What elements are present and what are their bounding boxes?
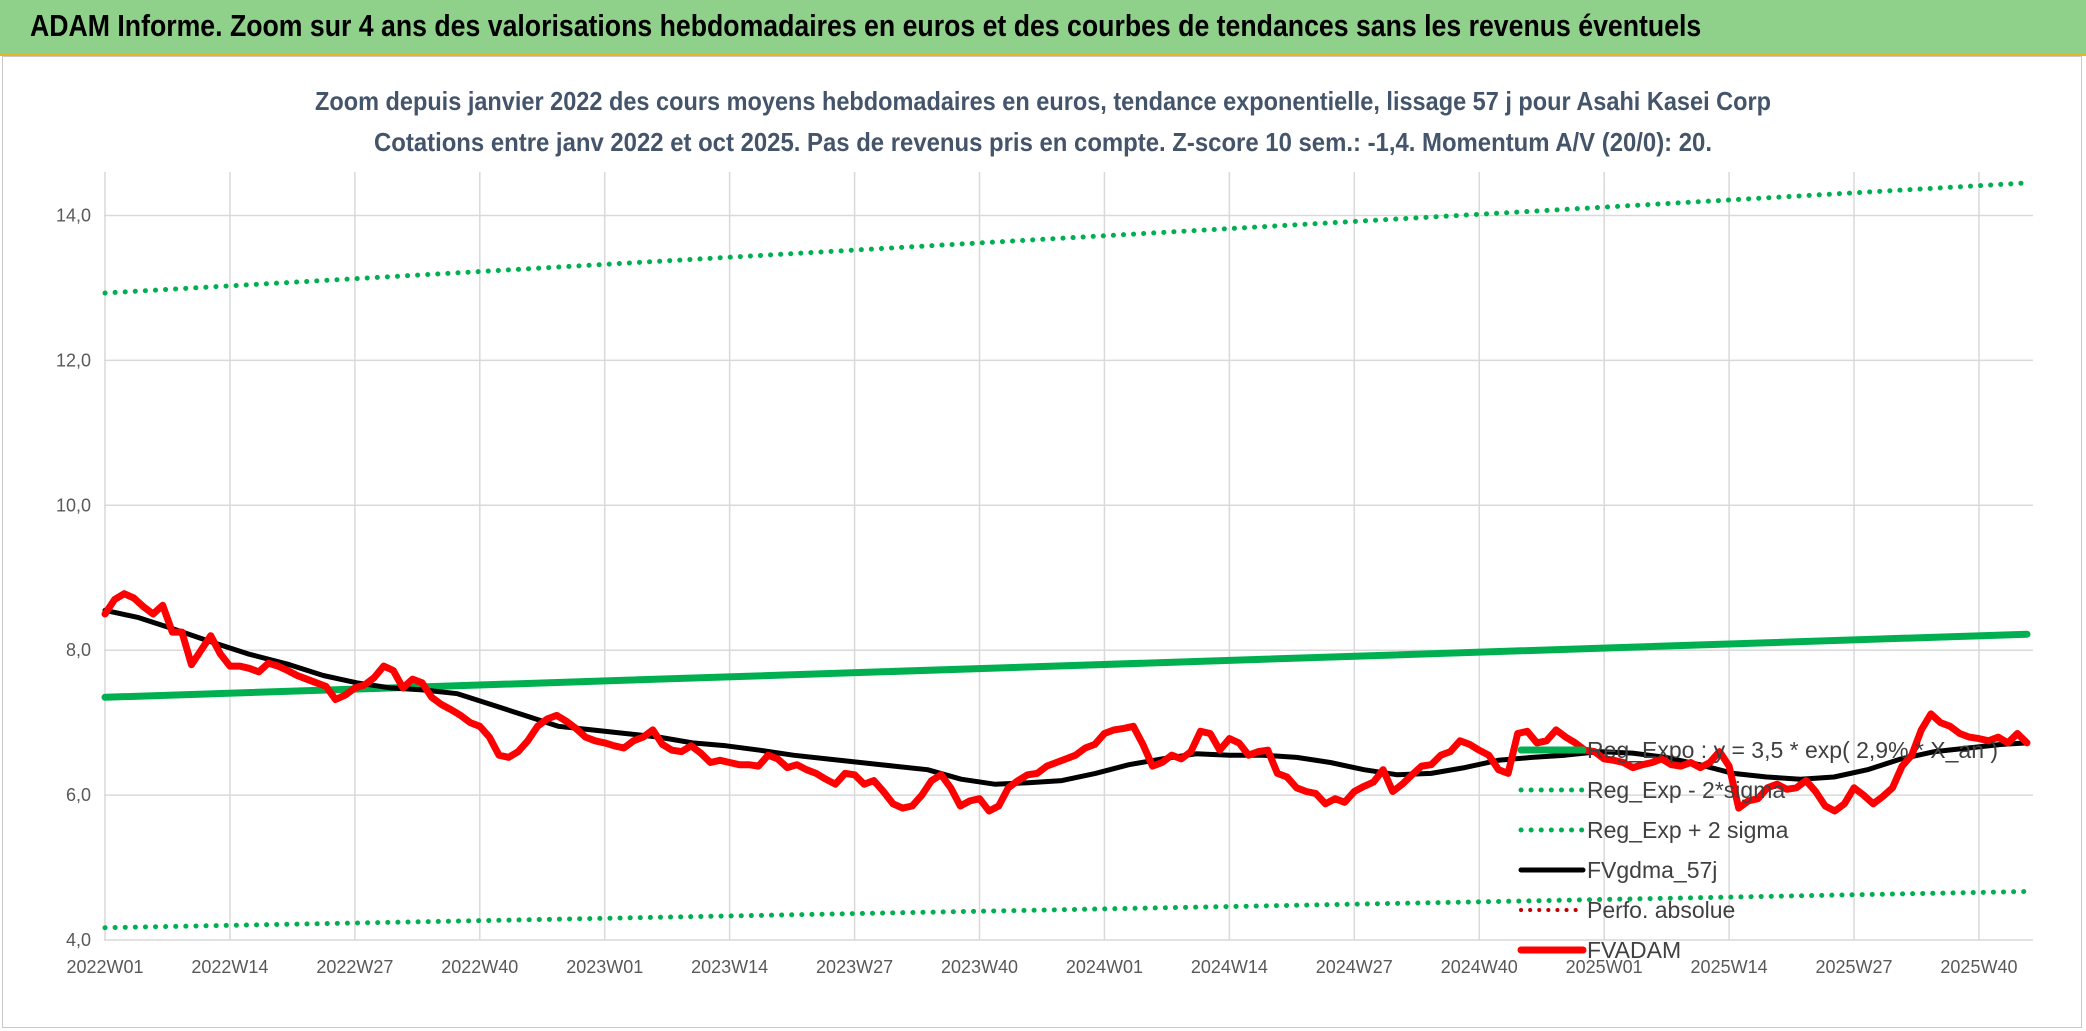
- chart-frame: Zoom depuis janvier 2022 des cours moyen…: [2, 56, 2082, 1028]
- y-tick-label: 12,0: [56, 350, 91, 370]
- y-tick-label: 14,0: [56, 205, 91, 225]
- x-tick-label: 2023W40: [941, 957, 1018, 977]
- y-tick-label: 4,0: [66, 930, 91, 950]
- legend-label: Reg_Expo : y = 3,5 * exp( 2,9% * X_an ): [1587, 737, 1998, 763]
- series-line-1: [102, 889, 2030, 931]
- series-line-5: [101, 590, 2031, 815]
- legend-label: Reg_Exp + 2 sigma: [1587, 817, 1789, 843]
- x-tick-label: 2022W40: [441, 957, 518, 977]
- x-tick-label: 2024W14: [1191, 957, 1268, 977]
- axis-labels: 4,0 6,0 8,0 10,0 12,0 14,0 2022W01 2022W14 2022W…: [56, 205, 2018, 977]
- gridlines: [104, 172, 2033, 941]
- x-tick-label: 2025W14: [1691, 957, 1768, 977]
- series-line-3: [102, 607, 2030, 787]
- legend-label: Perfo. absolue: [1587, 897, 1735, 923]
- x-tick-label: 2025W01: [1566, 957, 1643, 977]
- legend-label: FVADAM: [1587, 937, 1681, 963]
- y-tick-label: 6,0: [66, 785, 91, 805]
- series-line-2: [102, 180, 2030, 296]
- x-tick-label: 2022W14: [191, 957, 268, 977]
- series-layer: [101, 180, 2031, 931]
- report-title: ADAM Informe. Zoom sur 4 ans des valoris…: [30, 8, 1702, 43]
- x-tick-label: 2025W40: [1940, 957, 2017, 977]
- x-tick-label: 2023W01: [566, 957, 643, 977]
- legend-label: Reg_Exp - 2*sigma: [1587, 777, 1785, 803]
- x-tick-label: 2023W14: [691, 957, 768, 977]
- chart-title: Zoom depuis janvier 2022 des cours moyen…: [315, 86, 1771, 116]
- line-chart: Zoom depuis janvier 2022 des cours moyen…: [56, 86, 2033, 977]
- x-tick-label: 2025W27: [1815, 957, 1892, 977]
- legend-label: FVgdma_57j: [1587, 857, 1717, 883]
- x-tick-label: 2022W01: [66, 957, 143, 977]
- x-tick-label: 2023W27: [816, 957, 893, 977]
- x-tick-label: 2022W27: [316, 957, 393, 977]
- legend: Reg_Expo : y = 3,5 * exp( 2,9% * X_an ) R…: [1517, 737, 1998, 963]
- y-tick-label: 8,0: [66, 640, 91, 660]
- x-tick-label: 2024W01: [1066, 957, 1143, 977]
- chart-subtitle: Cotations entre janv 2022 et oct 2025. P…: [374, 127, 1712, 157]
- report-banner: ADAM Informe. Zoom sur 4 ans des valoris…: [0, 0, 2086, 56]
- x-tick-label: 2024W27: [1316, 957, 1393, 977]
- y-tick-label: 10,0: [56, 495, 91, 515]
- x-tick-label: 2024W40: [1441, 957, 1518, 977]
